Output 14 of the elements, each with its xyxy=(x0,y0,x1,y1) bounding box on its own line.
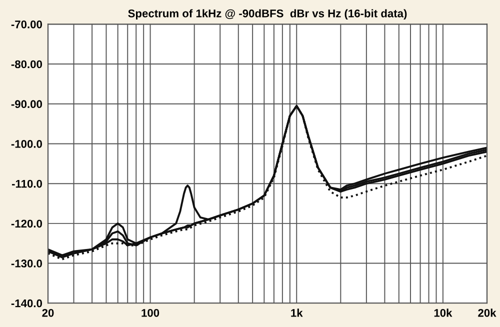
x-tick-label: 1k xyxy=(291,308,303,317)
y-tick-label: -120.0 xyxy=(11,220,42,228)
x-tick-label: 20 xyxy=(42,308,54,317)
chart-title: Spectrum of 1kHz @ -90dBFS dBr vs Hz (16-bit data) xyxy=(128,9,407,20)
y-tick-label: -110.0 xyxy=(12,180,42,188)
y-tick-label: -130.0 xyxy=(11,260,42,268)
x-tick-label: 10k xyxy=(434,308,452,317)
y-tick-label: -100.0 xyxy=(11,140,42,148)
y-tick-label: -90.00 xyxy=(11,100,42,108)
y-tick-label: -70.00 xyxy=(11,20,42,28)
x-tick-label: 100 xyxy=(142,308,160,317)
y-tick-label: -80.00 xyxy=(11,60,42,68)
x-tick-label: 20k xyxy=(478,308,496,317)
y-tick-label: -140.0 xyxy=(11,299,42,308)
